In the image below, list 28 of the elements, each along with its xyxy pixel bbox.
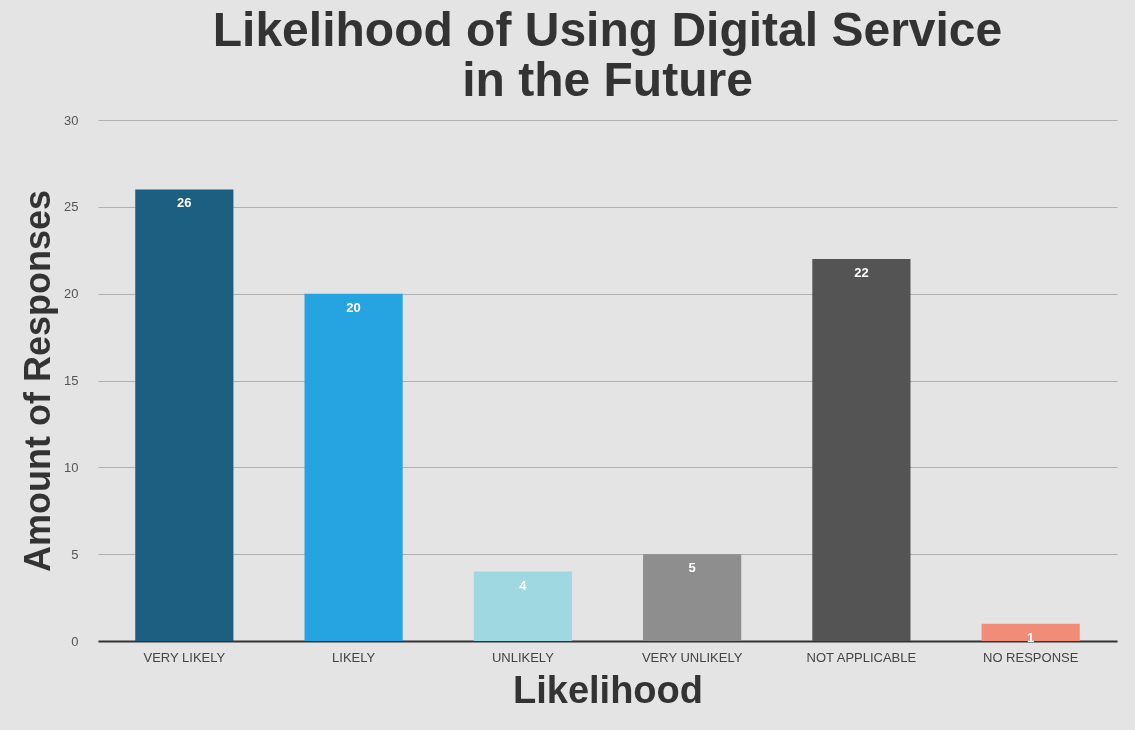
y-tick-label: 25 <box>64 199 79 215</box>
bar <box>812 258 911 641</box>
y-tick-label: 5 <box>71 546 79 562</box>
data-label: 1 <box>1027 629 1035 645</box>
x-tick-label: VERY UNLIKELY <box>641 649 743 665</box>
data-label: 4 <box>519 577 528 593</box>
data-label: 22 <box>854 264 869 280</box>
chart-title: Likelihood of Using Digital Service in the Future <box>212 3 1003 106</box>
bar <box>643 554 742 641</box>
y-tick-label: 30 <box>64 112 79 128</box>
y-tick-label: 15 <box>64 373 79 388</box>
bar <box>304 293 403 641</box>
y-tick-label: 10 <box>64 459 79 475</box>
x-tick-label: LIKELY <box>332 649 376 665</box>
x-tick-label: NOT APPLICABLE <box>806 649 917 665</box>
bar <box>473 571 572 641</box>
bar <box>981 623 1080 641</box>
y-tick-label: 20 <box>64 286 79 302</box>
bar <box>135 189 234 641</box>
y-tick-label: 0 <box>71 633 79 649</box>
data-label: 26 <box>177 195 192 211</box>
x-tick-label: NO RESPONSE <box>982 649 1079 665</box>
data-label: 5 <box>688 560 696 576</box>
data-label: 20 <box>346 299 361 315</box>
x-tick-label: VERY LIKELY <box>143 649 226 665</box>
y-axis-title: Amount of Responses <box>17 189 59 573</box>
x-axis-title: Likelihood <box>513 668 703 711</box>
x-tick-label: UNLIKELY <box>491 649 555 665</box>
